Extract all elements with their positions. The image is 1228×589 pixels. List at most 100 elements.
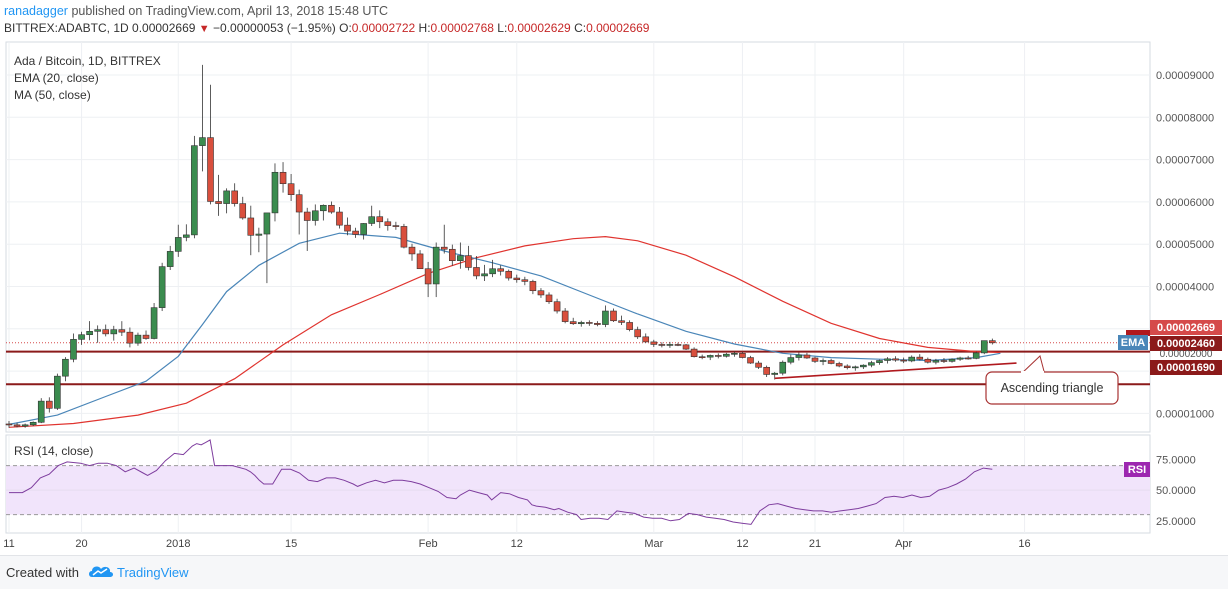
candle-body [473, 267, 480, 277]
ema-legend: EMA (20, close) [14, 71, 99, 85]
high-value: 0.00002768 [430, 21, 494, 35]
candle-body [271, 171, 279, 214]
last-price-tag-bg [1150, 320, 1222, 335]
candle-body [231, 190, 238, 204]
candle-body [303, 211, 311, 221]
candle-body [932, 360, 940, 363]
candle-body [537, 290, 545, 296]
support2-tag: 0.00001690 [1157, 362, 1215, 374]
candle-body [698, 356, 706, 359]
author-link[interactable]: ranadagger [4, 4, 68, 18]
tradingview-brand-link[interactable]: TradingView [117, 565, 189, 580]
symbol-name[interactable]: BITTREX:ADABTC, 1D [4, 21, 129, 35]
candle-body [803, 354, 811, 359]
candle-body [5, 423, 13, 426]
candle-body [126, 331, 134, 344]
candle-body [868, 362, 875, 366]
close-value: 0.00002669 [586, 21, 650, 35]
candle-body [714, 355, 722, 357]
price-pane[interactable] [5, 41, 1151, 433]
time-tick-label: 16 [1018, 538, 1030, 550]
candle-body [884, 358, 891, 361]
candle-body [457, 255, 464, 261]
candle-body [924, 358, 932, 363]
candle-body [634, 329, 641, 338]
candle-body [481, 273, 488, 277]
candle-body [851, 366, 859, 369]
annotation-box [985, 371, 1119, 405]
candle-body [642, 336, 650, 343]
annotation-callout[interactable]: Ascending triangle [985, 355, 1119, 405]
time-axis[interactable]: 11 20 2018 15 Feb 12 Mar 12 21 Apr 16 [3, 538, 1030, 550]
candle-body [980, 340, 988, 354]
candle-body [263, 212, 271, 235]
candle-body [569, 321, 577, 325]
candle-body [440, 246, 448, 250]
candle-body [287, 183, 295, 196]
down-arrow-icon: ▼ [198, 23, 210, 35]
candle-body [424, 268, 432, 285]
low-value: 0.00002629 [507, 21, 571, 35]
rsi-line-group [6, 439, 1150, 525]
ema-tag: EMA [1121, 337, 1146, 349]
candle-body [279, 171, 287, 185]
candle-body [150, 307, 158, 339]
candle-body [594, 322, 601, 325]
support1-tag: 0.00002460 [1157, 338, 1215, 350]
candle-body [158, 266, 166, 308]
candle-body [102, 329, 110, 335]
candle-body [368, 216, 376, 224]
candle-body [787, 357, 795, 363]
candle-body [610, 310, 617, 322]
candle-body [174, 237, 182, 252]
candle-body [392, 225, 400, 227]
chart-title: Ada / Bitcoin, 1D, BITTREX [14, 54, 161, 68]
candle-body [948, 358, 956, 362]
candle-body [553, 301, 561, 312]
time-tick-label: 20 [75, 538, 87, 550]
candle-body [110, 329, 118, 335]
candle-body [827, 360, 835, 364]
candle-body [908, 356, 916, 362]
candle-body [94, 329, 101, 332]
candle-body [739, 353, 746, 358]
candle-body [336, 211, 343, 226]
candle-body [255, 233, 263, 236]
candle-body [618, 320, 625, 323]
time-tick-label: 12 [511, 538, 523, 550]
candle-body [215, 201, 222, 204]
ascending-triangle-lines [774, 362, 1017, 380]
candle-body [86, 331, 93, 336]
candle-body [964, 357, 972, 360]
candle-body [489, 268, 496, 275]
candle-body [360, 223, 367, 235]
time-tick-label: 21 [809, 538, 821, 550]
candle-body [376, 216, 384, 223]
candle-body [37, 400, 45, 423]
rsi-tick-label: 50.0000 [1156, 485, 1196, 497]
chart-area[interactable]: 0.000010000.000020000.000030000.00004000… [0, 0, 1228, 555]
symbol-line: BITTREX:ADABTC, 1D 0.00002669 ▼ −0.00000… [4, 21, 649, 35]
price-tick-label: 0.00009000 [1156, 70, 1214, 82]
candle-body [142, 334, 150, 339]
price-change: −0.00000053 (−1.95%) [213, 21, 336, 35]
candle-body [835, 363, 843, 367]
price-axis[interactable]: 0.000010000.000020000.000030000.00004000… [1156, 70, 1214, 528]
candle-body [682, 344, 690, 350]
candle-body [658, 344, 666, 346]
price-tick-label: 0.00008000 [1156, 112, 1214, 124]
candle-body [795, 354, 803, 358]
candle-body [328, 204, 335, 213]
candle-body [916, 356, 924, 360]
candle-body [900, 359, 907, 362]
ma-legend: MA (50, close) [14, 88, 91, 102]
candle-body [432, 246, 440, 285]
candle-body [134, 334, 142, 344]
candle-body [513, 277, 521, 281]
ma-50-line [8, 235, 1001, 428]
ema-tag-bg [1118, 335, 1148, 350]
high-label: H: [418, 21, 431, 35]
last-price: 0.00002669 [132, 21, 196, 35]
candle-body [674, 344, 682, 346]
candle-body [70, 339, 77, 360]
